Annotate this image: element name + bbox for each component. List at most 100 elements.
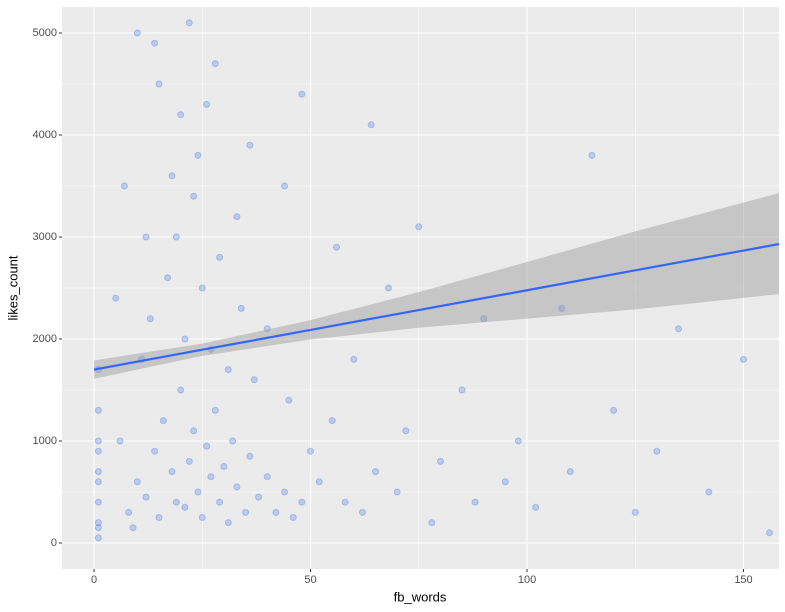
point <box>181 503 189 511</box>
point <box>246 452 254 460</box>
point <box>181 335 189 343</box>
point <box>94 406 102 414</box>
point <box>159 417 167 425</box>
point <box>211 60 219 68</box>
point <box>315 478 323 486</box>
point <box>146 315 154 323</box>
x-tick-label: 50 <box>304 574 316 586</box>
point <box>436 457 444 465</box>
point <box>190 427 198 435</box>
point <box>289 513 297 521</box>
point <box>242 508 250 516</box>
point <box>168 468 176 476</box>
point <box>272 508 280 516</box>
y-tick-label: 1000 <box>33 435 57 447</box>
regression-line <box>93 242 780 371</box>
point <box>94 437 102 445</box>
point <box>281 488 289 496</box>
y-tick-label: 0 <box>51 537 57 549</box>
point <box>94 534 102 542</box>
point <box>224 519 232 527</box>
point <box>211 406 219 414</box>
point <box>263 473 271 481</box>
point <box>384 284 392 292</box>
point <box>120 182 128 190</box>
point <box>675 325 683 333</box>
point <box>566 468 574 476</box>
point <box>558 304 566 312</box>
point <box>94 519 102 527</box>
point <box>367 121 375 129</box>
point <box>480 315 488 323</box>
point <box>164 274 172 282</box>
point <box>250 376 258 384</box>
point <box>203 442 211 450</box>
y-tick-label: 2000 <box>33 333 57 345</box>
x-axis-title: fb_words <box>394 589 447 604</box>
point <box>393 488 401 496</box>
confidence-band <box>94 193 779 379</box>
point <box>94 478 102 486</box>
point <box>514 437 522 445</box>
point <box>198 284 206 292</box>
point <box>142 493 150 501</box>
point <box>94 447 102 455</box>
point <box>653 447 661 455</box>
point <box>402 427 410 435</box>
point <box>765 529 773 537</box>
point <box>142 233 150 241</box>
point <box>255 493 263 501</box>
point <box>151 447 159 455</box>
point <box>328 417 336 425</box>
y-tick-label: 4000 <box>33 129 57 141</box>
point <box>198 513 206 521</box>
point <box>281 182 289 190</box>
point <box>415 223 423 231</box>
x-tick-label: 0 <box>91 574 97 586</box>
point <box>341 498 349 506</box>
point <box>94 498 102 506</box>
point <box>177 111 185 119</box>
point <box>233 483 241 491</box>
point <box>237 304 245 312</box>
point <box>358 508 366 516</box>
point <box>246 141 254 149</box>
point <box>168 172 176 180</box>
point <box>428 519 436 527</box>
point <box>233 213 241 221</box>
point <box>133 478 141 486</box>
point <box>220 462 228 470</box>
point <box>125 508 133 516</box>
point <box>471 498 479 506</box>
point <box>532 503 540 511</box>
point <box>151 39 159 47</box>
point <box>285 396 293 404</box>
point <box>705 488 713 496</box>
x-tick-label: 150 <box>734 574 752 586</box>
point <box>458 386 466 394</box>
point <box>333 243 341 251</box>
point <box>307 447 315 455</box>
y-tick-label: 3000 <box>33 231 57 243</box>
point <box>155 80 163 88</box>
point <box>185 19 193 27</box>
point <box>216 498 224 506</box>
point <box>194 488 202 496</box>
point <box>588 151 596 159</box>
point <box>371 468 379 476</box>
point <box>172 233 180 241</box>
point <box>350 355 358 363</box>
point <box>129 524 137 532</box>
point <box>224 366 232 374</box>
y-axis-title: likes_count <box>5 255 20 320</box>
point <box>298 498 306 506</box>
point <box>194 151 202 159</box>
point <box>263 325 271 333</box>
point <box>177 386 185 394</box>
point <box>172 498 180 506</box>
y-tick-label: 5000 <box>33 27 57 39</box>
point <box>631 508 639 516</box>
point <box>185 457 193 465</box>
point <box>112 294 120 302</box>
point <box>94 468 102 476</box>
